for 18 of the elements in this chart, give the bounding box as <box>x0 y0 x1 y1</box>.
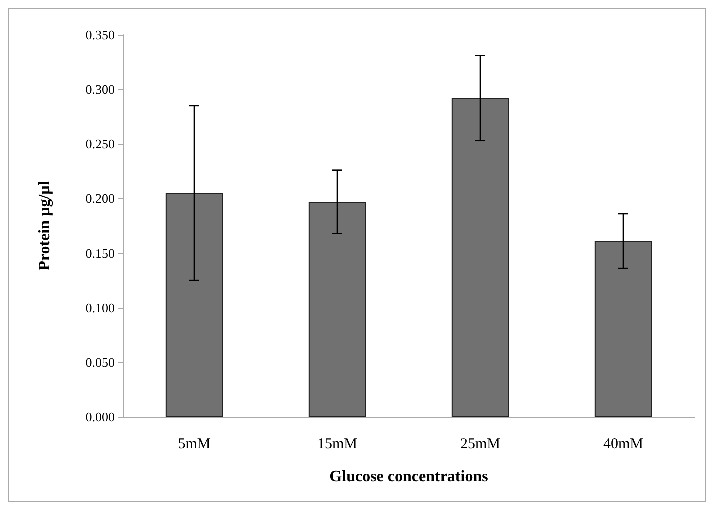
bar <box>594 241 652 417</box>
y-tick-label: 0.350 <box>86 28 115 42</box>
x-axis-title: Glucose concentrations <box>330 468 488 486</box>
y-tick-label: 0.050 <box>86 354 115 370</box>
y-tick-label: 0.100 <box>86 300 115 316</box>
y-tick-label: 0.200 <box>86 191 115 206</box>
y-tick-label: 0.250 <box>86 136 115 152</box>
x-tick-label: 15mM <box>317 436 358 452</box>
x-tick-label: 5mM <box>178 436 211 452</box>
y-tick-label: 0.150 <box>86 246 115 261</box>
y-axis-title: Protein µg/µl <box>36 180 54 271</box>
y-tick-label: 0.000 <box>86 410 115 424</box>
bar <box>452 98 510 417</box>
y-tick-label: 0.300 <box>86 82 115 98</box>
bar <box>166 193 224 417</box>
x-tick-label: 40mM <box>603 436 644 452</box>
x-tick-label: 25mM <box>460 436 501 452</box>
bar <box>308 202 366 417</box>
